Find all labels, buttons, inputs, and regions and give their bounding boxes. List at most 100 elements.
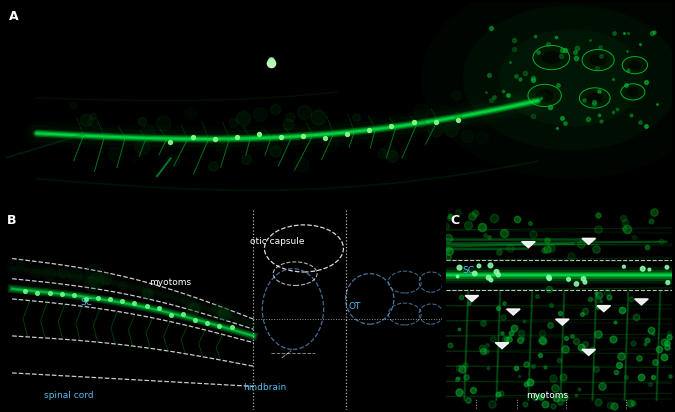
Point [573,385,584,392]
Point [56,290,67,297]
Point [269,106,280,112]
Point [539,400,550,407]
Point [454,265,465,271]
Point [556,52,566,59]
Point [153,305,164,311]
Point [560,345,570,352]
Polygon shape [582,239,595,244]
Point [535,95,546,101]
Polygon shape [506,309,520,315]
Point [587,346,597,352]
Point [561,335,572,341]
Point [664,333,675,340]
Point [649,208,659,215]
Point [499,229,510,236]
Point [527,74,538,81]
Point [364,126,375,133]
Point [184,110,195,116]
Point [539,364,550,370]
Point [566,252,576,259]
Point [536,394,547,400]
Point [585,37,596,43]
Point [593,291,604,298]
Point [70,272,80,278]
Point [591,290,601,296]
Point [640,341,651,347]
Point [589,99,599,105]
Point [212,304,223,310]
Point [483,274,494,281]
Point [32,290,43,296]
Point [342,131,352,138]
Point [462,222,473,228]
Point [578,276,589,282]
Point [479,232,490,239]
Point [188,306,198,312]
Point [571,281,582,287]
Ellipse shape [628,61,642,70]
Point [520,381,531,387]
Point [442,235,453,242]
Point [477,134,487,140]
Point [596,298,607,304]
Point [485,262,496,269]
Point [656,238,667,244]
Point [493,272,504,278]
Point [515,75,526,82]
Point [485,96,496,103]
Point [608,109,618,115]
Point [601,288,612,295]
Point [58,270,69,277]
Point [493,248,504,255]
Text: hindbrain: hindbrain [243,383,286,392]
Point [622,225,632,232]
Point [141,302,152,309]
Point [593,226,604,232]
Point [553,356,564,363]
Point [641,122,651,129]
Point [541,246,552,253]
Point [466,213,477,220]
Point [627,400,638,406]
Point [218,309,229,316]
Polygon shape [465,295,479,302]
Point [80,295,91,302]
Point [577,311,588,317]
Point [609,403,620,410]
Point [645,381,655,387]
Point [489,215,500,222]
Point [452,273,463,280]
Point [226,324,237,331]
Point [551,395,562,402]
Point [241,156,252,162]
Point [284,113,295,120]
Point [444,342,455,348]
Point [616,353,626,359]
Point [539,246,549,253]
Point [47,279,57,286]
Ellipse shape [621,84,645,100]
Point [596,53,607,60]
Point [554,310,565,316]
Point [456,365,467,372]
Point [220,138,231,145]
Point [545,302,556,309]
Polygon shape [495,343,509,349]
Point [645,327,656,333]
Point [554,398,565,405]
Ellipse shape [533,45,570,70]
Point [211,308,221,315]
Point [662,264,672,271]
Point [664,373,675,379]
Point [495,390,506,396]
Point [492,391,503,398]
Text: spinal cord: spinal cord [45,391,94,400]
Point [469,270,480,277]
Point [453,208,464,215]
Point [497,314,508,320]
Point [453,112,464,119]
Point [270,148,281,154]
Point [508,46,519,53]
Point [110,151,121,158]
Point [464,300,475,307]
